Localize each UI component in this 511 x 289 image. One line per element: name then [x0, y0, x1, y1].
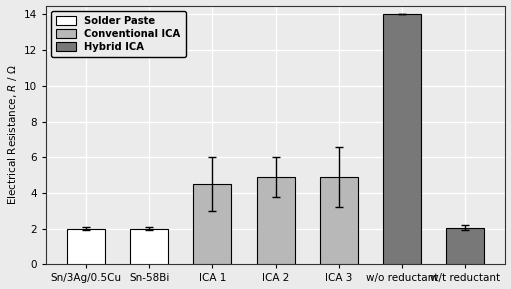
- Legend: Solder Paste, Conventional ICA, Hybrid ICA: Solder Paste, Conventional ICA, Hybrid I…: [52, 11, 185, 57]
- Bar: [257, 177, 294, 264]
- Bar: [194, 184, 231, 264]
- Bar: [67, 229, 105, 264]
- Bar: [383, 14, 421, 264]
- Bar: [446, 228, 484, 264]
- Bar: [320, 177, 358, 264]
- Bar: [130, 229, 168, 264]
- Y-axis label: Electrical Resistance, $R$ / Ω: Electrical Resistance, $R$ / Ω: [6, 65, 18, 205]
